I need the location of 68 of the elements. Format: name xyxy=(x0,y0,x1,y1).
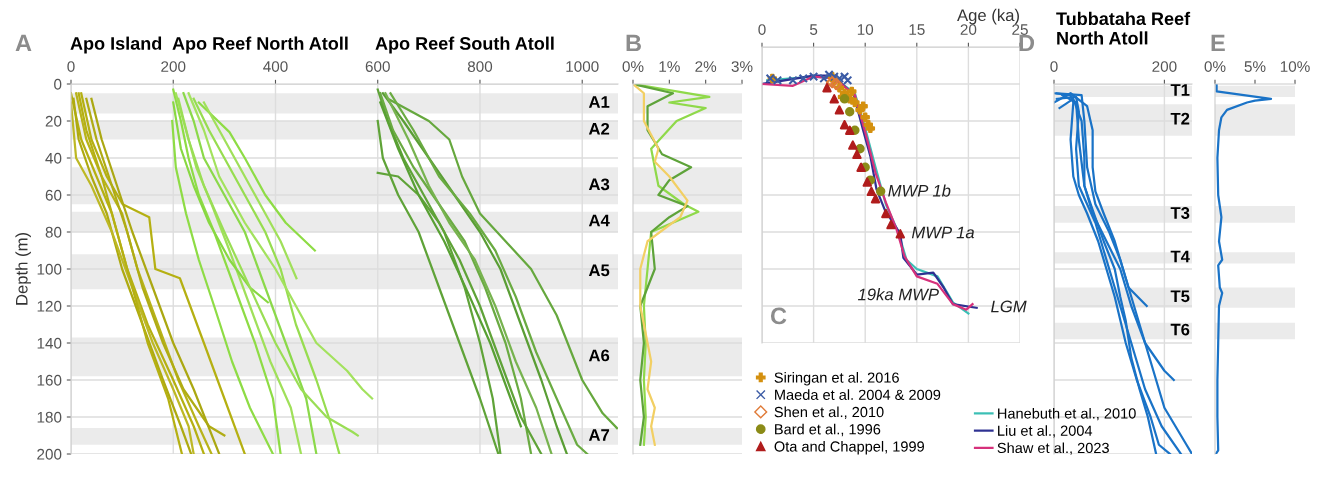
text: Apo Reef North Atoll xyxy=(172,36,348,54)
legend-label: Maeda et al. 2004 & 2009 xyxy=(775,389,941,400)
legend-label: Ota and Chappel, 1999 xyxy=(774,440,924,455)
x-tick-label: 10% xyxy=(1280,61,1310,72)
x-tick-label: 1000 xyxy=(566,61,599,72)
text: B xyxy=(626,34,641,52)
text: Apo Reef South Atoll xyxy=(375,36,554,54)
y-tick-label: 0 xyxy=(54,78,62,90)
text: Apo Island xyxy=(70,36,162,54)
band-label: A2 xyxy=(588,122,610,135)
legend-label: Hanebuth et al., 2010 xyxy=(998,407,1136,421)
annotation: MWP 1b xyxy=(888,184,951,197)
x-tick-label: 0 xyxy=(1050,61,1058,72)
x-tick-label: 200 xyxy=(1152,61,1177,72)
text: E xyxy=(1211,34,1225,52)
x-tick-label: 0% xyxy=(1204,61,1226,72)
x-tick-label: 600 xyxy=(365,61,390,72)
y-tick-label: 120 xyxy=(37,300,62,312)
y-tick-label: 200 xyxy=(37,448,62,460)
x-tick-label: 1% xyxy=(659,61,680,72)
y-tick-label: 140 xyxy=(37,337,62,349)
band-label: T3 xyxy=(1170,207,1190,219)
x-tick-label: 0 xyxy=(67,61,75,72)
legend-label: Shaw et al., 2023 xyxy=(997,442,1109,455)
annotation: MWP 1a xyxy=(911,226,975,239)
x-tick-label: 3% xyxy=(731,61,753,72)
text: A xyxy=(15,34,32,52)
annotation: D xyxy=(1019,34,1035,52)
y-tick-label: 40 xyxy=(45,152,62,164)
y-tick-label: 180 xyxy=(37,411,62,423)
annotation: 19ka MWP xyxy=(857,288,939,301)
band-label: A3 xyxy=(588,178,610,191)
x-tick-label: 25 xyxy=(1012,24,1028,35)
x-tick-label: 20 xyxy=(960,24,977,35)
x-tick-label: 800 xyxy=(467,61,493,72)
annotation: C xyxy=(770,307,787,325)
band-label: T1 xyxy=(1170,84,1190,96)
band-label: T2 xyxy=(1170,112,1190,125)
chart-title: Tubbataha Reef North Atoll xyxy=(1056,11,1191,45)
x-tick-label: 200 xyxy=(161,61,186,72)
y-tick-label: 100 xyxy=(37,263,62,275)
annotation: LGM xyxy=(991,300,1027,313)
y-tick-label: 80 xyxy=(45,226,62,238)
y-tick-label: 160 xyxy=(37,374,62,386)
band-label: T4 xyxy=(1170,250,1190,263)
y-axis-title: Depth (m) xyxy=(15,232,31,305)
x-tick-label: 0% xyxy=(622,61,644,72)
x-tick-label: 15 xyxy=(909,24,925,35)
x-tick-label: 10 xyxy=(857,24,874,35)
x-tick-label: 5% xyxy=(1244,61,1266,72)
x-tick-label: 5 xyxy=(809,24,818,35)
y-tick-label: 60 xyxy=(45,189,62,201)
x-tick-label: 2% xyxy=(695,61,717,72)
x-tick-label: 0 xyxy=(758,24,766,35)
band-label: A6 xyxy=(588,349,610,362)
band-label: A7 xyxy=(588,429,610,441)
band-label: T6 xyxy=(1170,323,1190,336)
band-label: A5 xyxy=(588,264,610,277)
legend-label: Shen et al., 2010 xyxy=(774,406,884,419)
legend-label: Siringan et al. 2016 xyxy=(774,372,899,386)
band-label: A4 xyxy=(588,214,610,227)
x-tick-label: 400 xyxy=(263,61,288,72)
legend-label: Liu et al., 2004 xyxy=(998,425,1093,438)
y-tick-label: 20 xyxy=(45,115,62,127)
x-axis-title: Age (ka) xyxy=(957,8,1019,25)
legend-label: Bard et al., 1996 xyxy=(775,423,881,437)
band-label: A1 xyxy=(588,96,610,108)
band-label: T5 xyxy=(1170,290,1190,303)
